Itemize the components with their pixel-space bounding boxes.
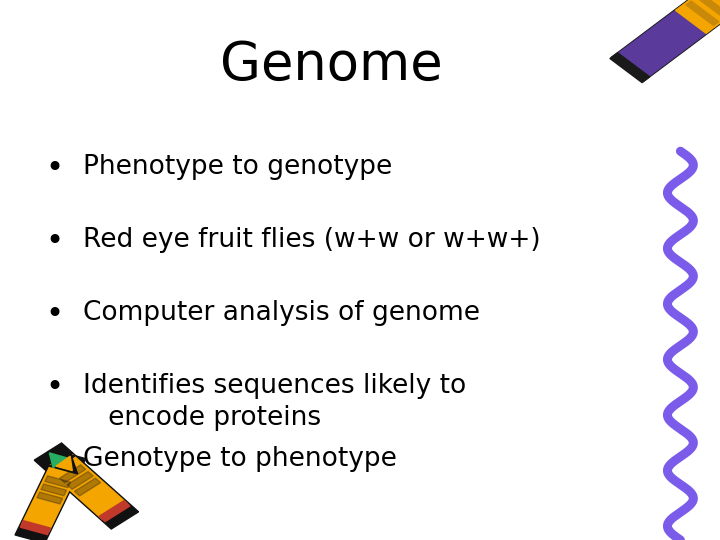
Polygon shape (48, 455, 127, 519)
Text: Genome: Genome (220, 39, 443, 91)
Text: Phenotype to genotype: Phenotype to genotype (83, 154, 392, 180)
Polygon shape (50, 453, 68, 468)
Polygon shape (35, 443, 138, 529)
Polygon shape (706, 0, 720, 10)
Polygon shape (41, 484, 67, 496)
Polygon shape (48, 451, 75, 472)
Polygon shape (60, 465, 86, 483)
Text: Red eye fruit flies (w+w or w+w+): Red eye fruit flies (w+w or w+w+) (83, 227, 541, 253)
Text: Computer analysis of genome: Computer analysis of genome (83, 300, 480, 326)
Polygon shape (686, 1, 719, 25)
Text: •: • (45, 373, 63, 402)
Polygon shape (610, 53, 649, 83)
Polygon shape (22, 465, 78, 531)
Polygon shape (37, 492, 63, 504)
Polygon shape (67, 471, 94, 489)
Text: •: • (45, 446, 63, 475)
Text: •: • (45, 300, 63, 329)
Polygon shape (618, 10, 706, 76)
Polygon shape (20, 521, 50, 535)
Polygon shape (99, 501, 130, 522)
Polygon shape (611, 0, 720, 82)
Polygon shape (15, 450, 86, 540)
Polygon shape (675, 0, 720, 33)
Text: Genotype to phenotype: Genotype to phenotype (83, 446, 397, 471)
Text: •: • (45, 227, 63, 256)
Polygon shape (696, 0, 720, 18)
Polygon shape (716, 0, 720, 3)
Polygon shape (56, 456, 72, 470)
Text: •: • (45, 154, 63, 183)
Polygon shape (45, 476, 71, 488)
Text: Identifies sequences likely to
   encode proteins: Identifies sequences likely to encode pr… (83, 373, 466, 430)
Polygon shape (74, 478, 101, 496)
Polygon shape (49, 455, 78, 474)
